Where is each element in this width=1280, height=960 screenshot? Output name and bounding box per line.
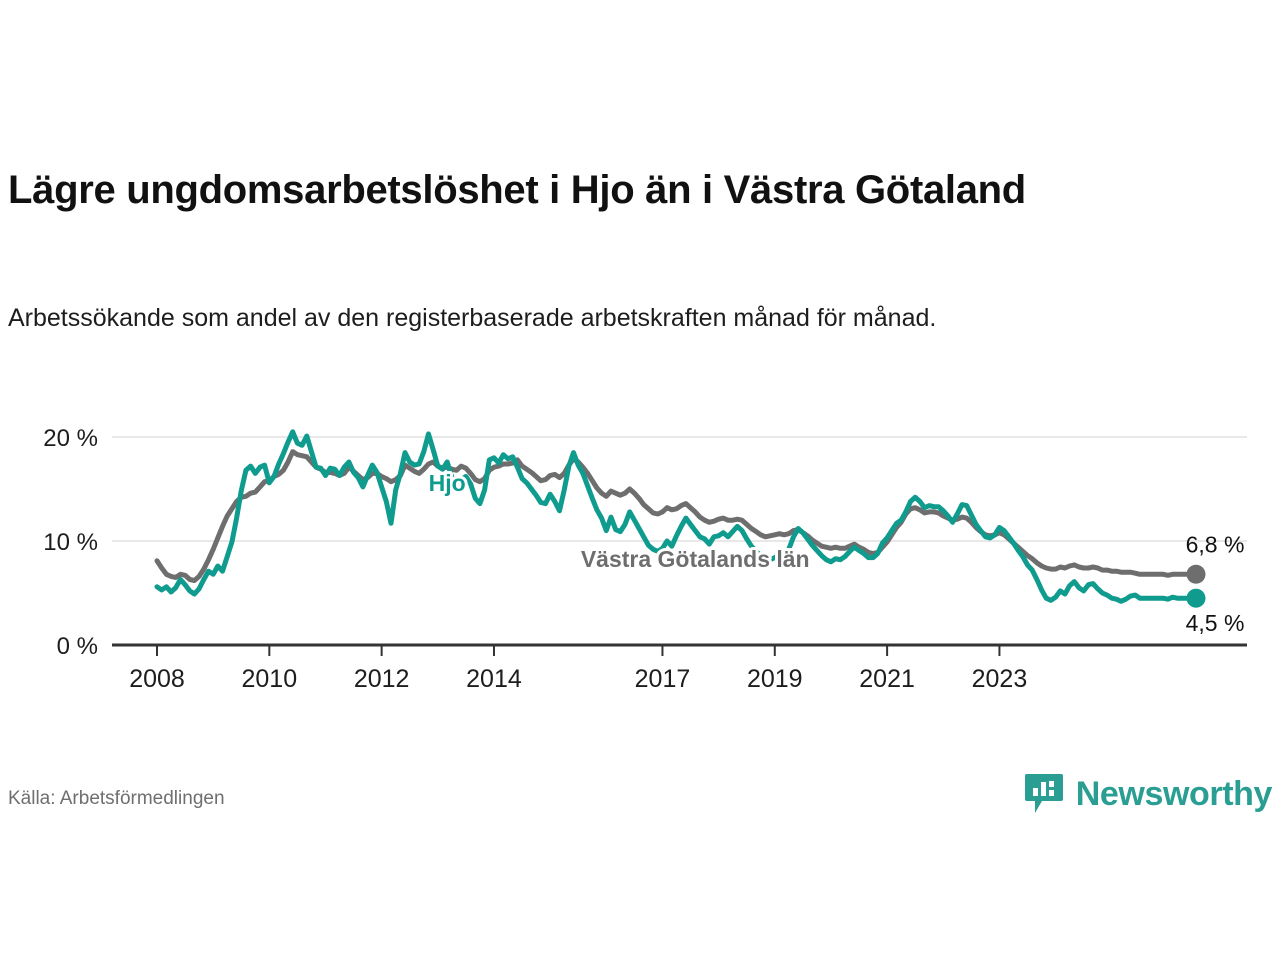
series-lines (154, 429, 1199, 604)
line-chart: 0 % 10 % 20 % 2008 2010 2012 2014 2017 2019 2021… (0, 400, 1280, 700)
x-axis-tick-label: 2023 (972, 665, 1028, 693)
series-end-value-label: 4,5 % (1186, 610, 1245, 636)
x-axis-tick-label: 2021 (859, 665, 915, 693)
series-endpoint-dots (1186, 564, 1206, 608)
x-axis-tick-label: 2012 (354, 665, 410, 693)
y-axis-tick-labels: 0 % 10 % 20 % (43, 425, 98, 660)
x-axis-tick-label: 2019 (747, 665, 803, 693)
series-endpoint-dot (1186, 564, 1206, 584)
x-axis-tick-label: 2014 (466, 665, 522, 693)
chart-svg: 0 % 10 % 20 % 2008 2010 2012 2014 2017 2019 2021… (43, 425, 1247, 693)
x-axis-tick-label: 2017 (635, 665, 691, 693)
page-subtitle: Arbetssökande som andel av den registerb… (8, 304, 937, 332)
x-axis-tick-label: 2008 (129, 665, 185, 693)
gridlines (112, 436, 1247, 542)
series-end-value-labels: 4,5 % 6,8 % (1186, 531, 1245, 636)
series-line (154, 429, 1199, 604)
x-axis (112, 643, 1247, 656)
brand-logo: Newsworthy (1024, 772, 1272, 816)
y-axis-tick-label: 10 % (43, 529, 98, 556)
series-end-value-label: 6,8 % (1186, 531, 1245, 557)
bar-chart-speech-bubble-icon (1024, 774, 1063, 813)
x-axis-tick-label: 2010 (242, 665, 298, 693)
brand-name: Newsworthy (1075, 775, 1273, 813)
series-endpoint-dot (1186, 588, 1206, 608)
x-axis-tick-labels: 2008 2010 2012 2014 2017 2019 2021 2023 (129, 665, 1027, 693)
series-label-halo: Västra Götalands län (581, 546, 810, 572)
page-title: Lägre ungdomsarbetslöshet i Hjo än i Väs… (8, 167, 1026, 212)
y-axis-tick-label: 0 % (57, 633, 98, 660)
source-note: Källa: Arbetsförmedlingen (8, 788, 225, 809)
series-label: Hjo (429, 470, 466, 496)
series-label: Västra Götalands län (581, 546, 810, 572)
y-axis-tick-label: 20 % (43, 425, 98, 452)
series-label-halo: Hjo (429, 470, 466, 496)
